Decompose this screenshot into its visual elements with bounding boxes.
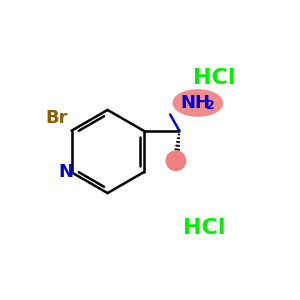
Text: Br: Br (45, 109, 68, 127)
Text: HCl: HCl (193, 68, 235, 88)
Text: HCl: HCl (183, 218, 226, 238)
Text: N: N (58, 163, 73, 181)
Ellipse shape (172, 89, 223, 117)
Text: 2: 2 (206, 99, 215, 112)
Text: NH: NH (181, 94, 211, 112)
Circle shape (166, 151, 186, 170)
